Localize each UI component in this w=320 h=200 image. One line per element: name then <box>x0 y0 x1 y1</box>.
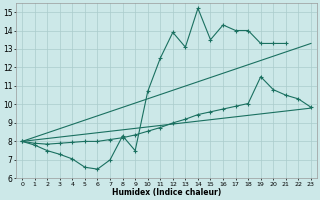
X-axis label: Humidex (Indice chaleur): Humidex (Indice chaleur) <box>112 188 221 197</box>
